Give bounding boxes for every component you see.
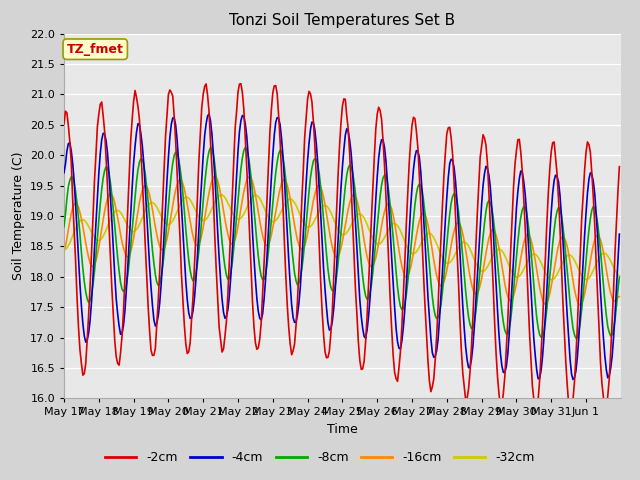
Title: Tonzi Soil Temperatures Set B: Tonzi Soil Temperatures Set B	[229, 13, 456, 28]
Y-axis label: Soil Temperature (C): Soil Temperature (C)	[12, 152, 24, 280]
Text: TZ_fmet: TZ_fmet	[67, 43, 124, 56]
Legend: -2cm, -4cm, -8cm, -16cm, -32cm: -2cm, -4cm, -8cm, -16cm, -32cm	[100, 446, 540, 469]
X-axis label: Time: Time	[327, 423, 358, 436]
